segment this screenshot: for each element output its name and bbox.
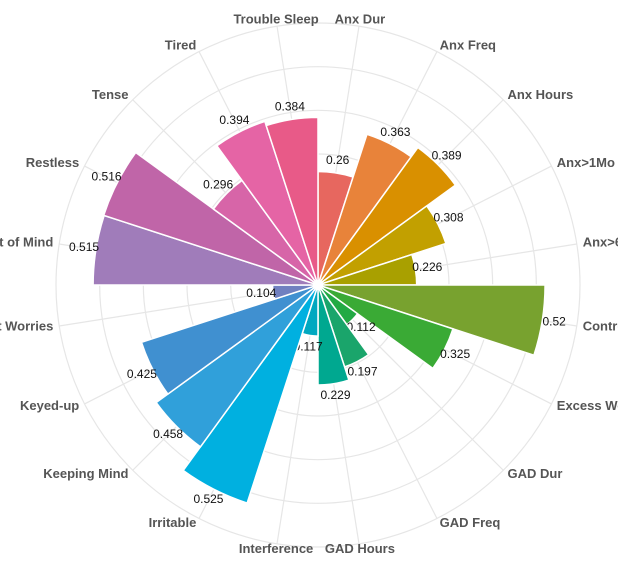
value-label: 0.525: [193, 492, 223, 506]
category-label: Excess Worries: [557, 398, 618, 413]
bar: [317, 284, 350, 386]
value-label: 0.26: [326, 153, 350, 167]
value-label: 0.384: [275, 100, 305, 114]
bar: [140, 284, 319, 396]
value-label: 0.516: [92, 169, 122, 183]
category-label: Out of Mind: [0, 235, 53, 250]
value-label: 0.197: [347, 365, 377, 379]
value-label: 0.325: [440, 347, 470, 361]
value-label: 0.104: [246, 286, 276, 300]
bar: [317, 204, 447, 286]
grid-circle: [55, 22, 581, 548]
category-label: Interference: [239, 541, 313, 556]
bar: [265, 116, 319, 286]
bar: [155, 284, 319, 448]
bar: [317, 146, 457, 286]
category-label: Anx Hours: [508, 87, 574, 102]
bar: [215, 120, 319, 286]
bar: [182, 284, 319, 504]
bar: [317, 284, 454, 370]
category-label: Anx Freq: [440, 38, 496, 53]
value-label: 0.226: [412, 260, 442, 274]
category-label: GAD Freq: [440, 515, 501, 530]
value-label: 0.52: [542, 315, 566, 329]
value-label: 0.389: [432, 149, 462, 163]
category-label: Keeping Mind: [43, 466, 128, 481]
value-label: 0.425: [127, 367, 157, 381]
category-label: Restless: [26, 155, 79, 170]
category-label: Tired: [165, 38, 197, 53]
value-label: 0.515: [69, 240, 99, 254]
category-label: Anx>6Mo: [583, 235, 618, 250]
bar: [317, 284, 546, 357]
value-label: 0.229: [321, 388, 351, 402]
category-label: GAD Dur: [508, 466, 563, 481]
category-label: Anx>1Mo: [557, 155, 615, 170]
category-label: Tense: [92, 87, 129, 102]
value-label: 0.394: [219, 113, 249, 127]
value-label: 0.363: [380, 125, 410, 139]
category-label: Irritable: [149, 515, 197, 530]
value-label: 0.112: [346, 320, 375, 334]
category-label: Anx Dur: [335, 12, 386, 27]
value-label: 0.308: [434, 211, 464, 225]
value-label: 0.117: [294, 339, 323, 353]
bar: [102, 151, 319, 286]
category-label: Keyed-up: [20, 398, 79, 413]
category-label: Trouble Sleep: [233, 12, 318, 27]
value-label: 0.296: [203, 177, 233, 191]
value-label: 0.458: [153, 427, 183, 441]
category-label: GAD Hours: [325, 541, 395, 556]
category-label: Mult Worries: [0, 318, 53, 333]
category-label: Control: [583, 318, 618, 333]
